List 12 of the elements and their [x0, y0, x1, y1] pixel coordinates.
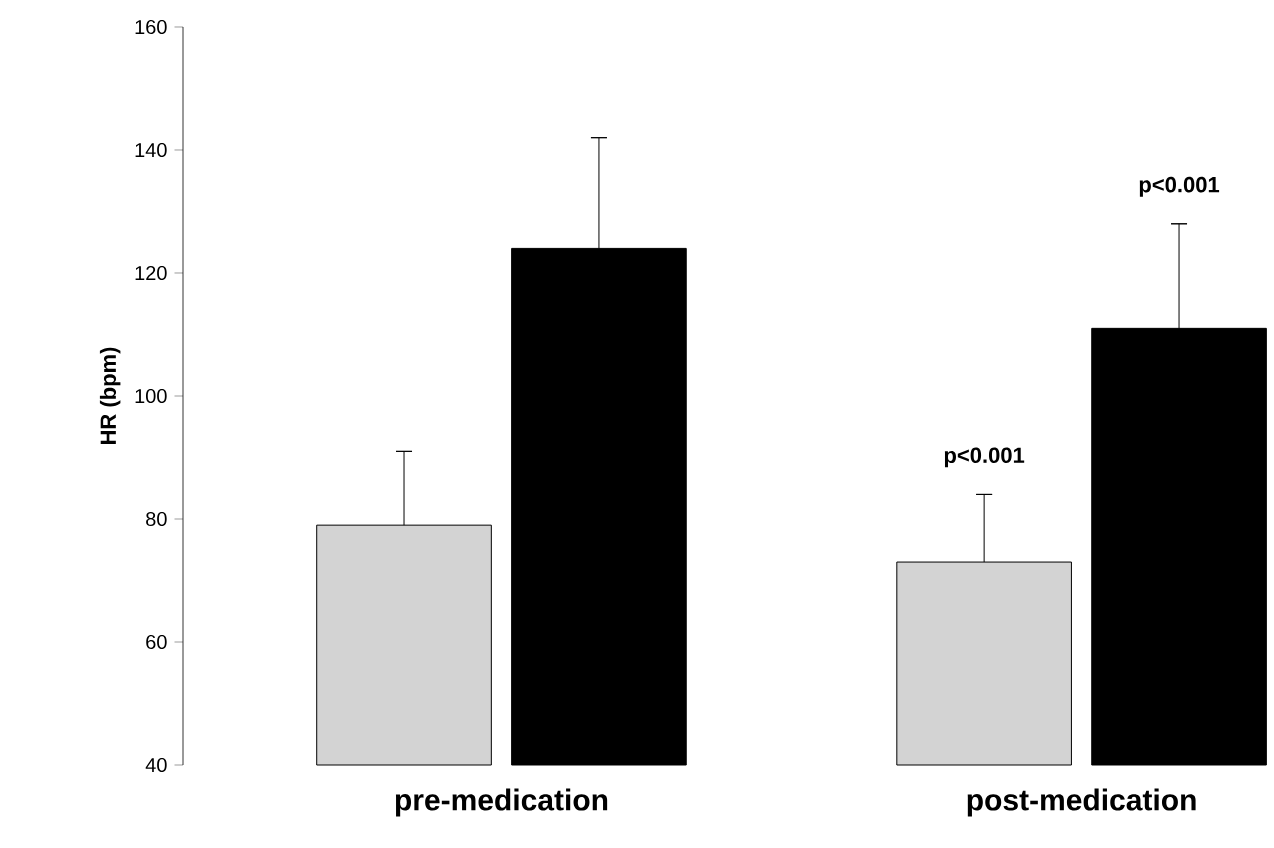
annotation: p<0.001 — [1139, 176, 1220, 197]
y-tick-label: 80 — [146, 511, 167, 527]
y-tick-label: 140 — [135, 142, 167, 158]
y-tick-label: 100 — [135, 388, 167, 404]
x-tick-label: pre-medication — [395, 788, 608, 817]
x-tick-label: post-medication — [967, 788, 1196, 817]
y-tick-label: 120 — [135, 265, 167, 281]
y-tick-label: 40 — [145, 757, 167, 773]
y-tick-label: 60 — [146, 634, 167, 650]
annotation: p<0.001 — [944, 447, 1025, 468]
y-tick-label: 160 — [135, 19, 167, 35]
y-axis-title: HR (bpm) — [99, 347, 121, 445]
